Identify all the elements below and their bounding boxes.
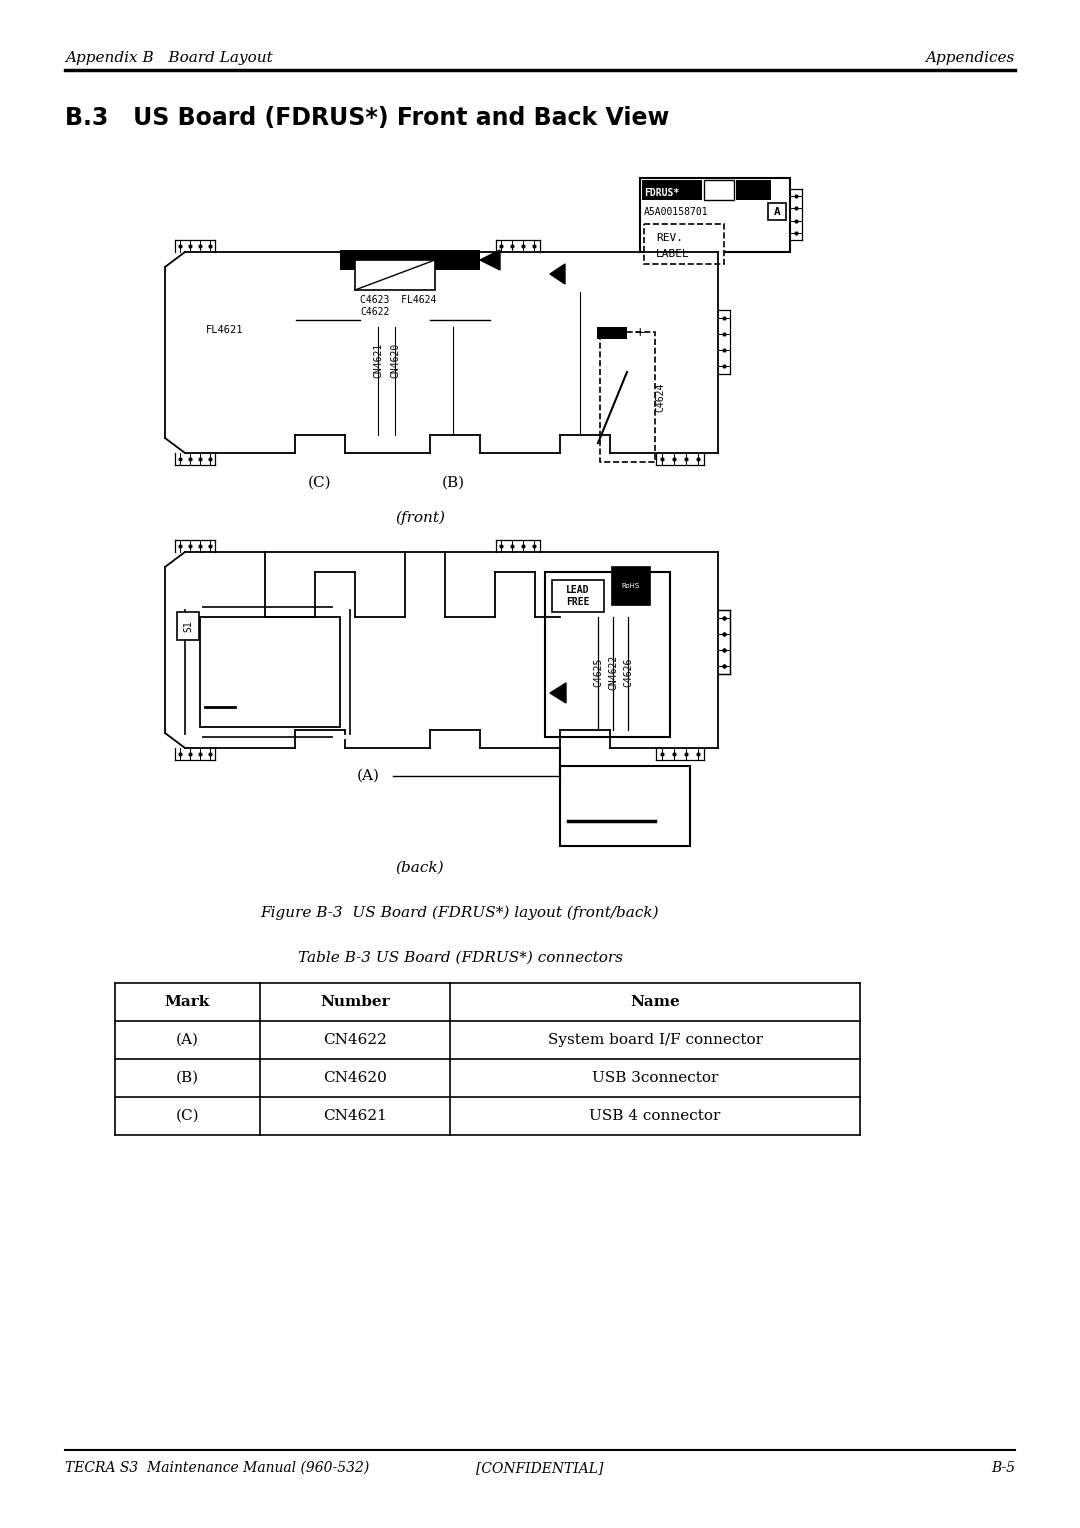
- Text: A5A00158701: A5A00158701: [644, 206, 708, 217]
- Text: Figure B-3  US Board (FDRUS*) layout (front/back): Figure B-3 US Board (FDRUS*) layout (fro…: [260, 906, 659, 920]
- Text: Appendix B   Board Layout: Appendix B Board Layout: [65, 50, 273, 66]
- Bar: [185, 607, 350, 736]
- Text: (B): (B): [176, 1071, 199, 1085]
- Text: Appendices: Appendices: [926, 50, 1015, 66]
- Text: C4624: C4624: [654, 382, 665, 411]
- Text: C4625: C4625: [593, 657, 603, 686]
- Bar: [735, 180, 771, 200]
- Bar: [597, 327, 627, 339]
- Text: LEAD: LEAD: [566, 585, 590, 594]
- Text: C4622: C4622: [360, 307, 390, 316]
- Text: Name: Name: [630, 995, 680, 1008]
- Text: A: A: [773, 206, 781, 217]
- Bar: [612, 567, 650, 605]
- Bar: [355, 260, 435, 290]
- Text: CN4621: CN4621: [323, 1109, 387, 1123]
- Text: C4626: C4626: [623, 657, 633, 686]
- Text: (C): (C): [308, 477, 332, 490]
- Text: S1: S1: [183, 620, 193, 633]
- Text: CN4620: CN4620: [323, 1071, 387, 1085]
- Text: System board I/F connector: System board I/F connector: [548, 1033, 762, 1047]
- Bar: [768, 203, 786, 220]
- Bar: [200, 617, 340, 727]
- Text: (back): (back): [395, 860, 444, 876]
- Text: B-5: B-5: [990, 1461, 1015, 1475]
- Text: REV.: REV.: [656, 232, 683, 243]
- Bar: [340, 251, 480, 270]
- Polygon shape: [550, 264, 565, 284]
- Text: C4623  FL4624: C4623 FL4624: [360, 295, 436, 306]
- Text: CN4621: CN4621: [373, 342, 383, 377]
- Bar: [615, 570, 647, 602]
- Text: B.3   US Board (FDRUS*) Front and Back View: B.3 US Board (FDRUS*) Front and Back Vie…: [65, 105, 670, 130]
- Polygon shape: [480, 251, 500, 270]
- Bar: [561, 766, 690, 847]
- Bar: [644, 225, 724, 264]
- Text: FDRUS*: FDRUS*: [644, 188, 679, 199]
- Text: (A): (A): [356, 769, 379, 782]
- Text: (A): (A): [176, 1033, 199, 1047]
- Text: Number: Number: [320, 995, 390, 1008]
- Text: TECRA S3  Maintenance Manual (960-532): TECRA S3 Maintenance Manual (960-532): [65, 1461, 369, 1475]
- Text: LABEL: LABEL: [656, 249, 690, 260]
- Text: (B): (B): [442, 477, 464, 490]
- Text: FREE: FREE: [566, 597, 590, 607]
- Bar: [642, 180, 702, 200]
- Text: USB 3connector: USB 3connector: [592, 1071, 718, 1085]
- Text: +: +: [635, 327, 646, 339]
- Text: CN4622: CN4622: [608, 654, 618, 689]
- Bar: [600, 332, 654, 461]
- Bar: [640, 177, 789, 252]
- Text: CN4620: CN4620: [390, 342, 400, 377]
- Text: CN4622: CN4622: [323, 1033, 387, 1047]
- Text: FL4621: FL4621: [206, 325, 244, 335]
- Text: Mark: Mark: [165, 995, 211, 1008]
- Bar: [545, 571, 670, 736]
- Text: [CONFIDENTIAL]: [CONFIDENTIAL]: [476, 1461, 604, 1475]
- Bar: [177, 613, 199, 640]
- Text: Table B-3 US Board (FDRUS*) connectors: Table B-3 US Board (FDRUS*) connectors: [297, 950, 622, 966]
- Bar: [704, 180, 734, 200]
- Text: RoHS: RoHS: [622, 584, 640, 588]
- Text: USB 4 connector: USB 4 connector: [590, 1109, 720, 1123]
- Polygon shape: [550, 683, 566, 703]
- Bar: [552, 581, 604, 613]
- Text: (C): (C): [176, 1109, 200, 1123]
- Text: (front): (front): [395, 510, 445, 526]
